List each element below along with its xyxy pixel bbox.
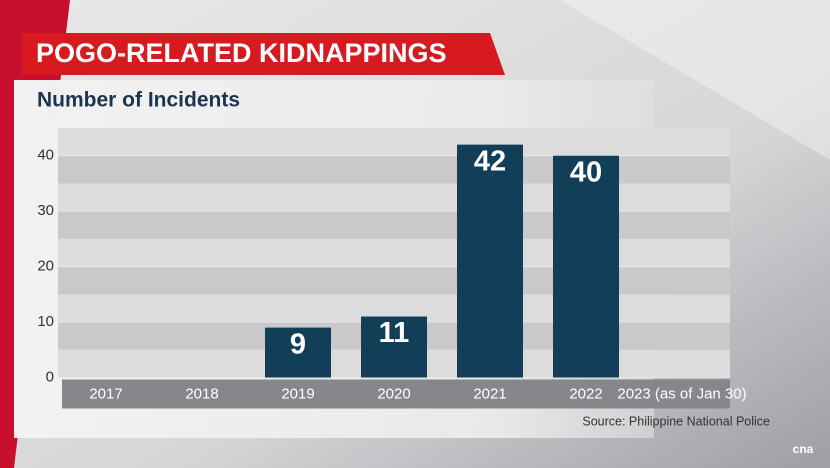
- bar: [553, 155, 619, 378]
- stripe: [58, 211, 730, 239]
- stripe: [58, 155, 730, 184]
- logo: cna: [793, 442, 814, 456]
- y-tick-label: 20: [37, 258, 54, 275]
- light-streak: [560, 0, 830, 160]
- data-label: 9: [290, 328, 306, 360]
- x-tick-label: 2019: [281, 385, 314, 402]
- y-tick-label: 0: [46, 368, 54, 385]
- bar: [457, 144, 523, 378]
- bar: [265, 327, 331, 378]
- chart-subtitle: Number of Incidents: [37, 89, 240, 112]
- data-label: 11: [379, 317, 410, 349]
- y-tick-label: 30: [37, 202, 54, 219]
- stripe: [58, 183, 730, 212]
- stripe: [58, 128, 730, 156]
- data-label: 40: [570, 156, 602, 188]
- x-tick-label: 2018: [185, 385, 218, 402]
- x-tick-label: 2021: [473, 385, 506, 402]
- chart-title: POGO-RELATED KIDNAPPINGS: [36, 38, 447, 68]
- bar: [361, 316, 427, 378]
- x-tick-label: 2017: [89, 385, 122, 402]
- title-banner: [22, 33, 505, 75]
- source: Source: Philippine National Police: [582, 414, 770, 428]
- stripe: [58, 238, 730, 267]
- x-tick-label: 2020: [377, 385, 410, 402]
- y-tick-label: 40: [37, 147, 54, 164]
- plot: 0 10 20 30 40 2017 2018 2019 9 2020 11 2021 42 2022 40…: [37, 128, 747, 409]
- x-tick-label: 2023 (as of Jan 30): [617, 385, 746, 402]
- data-label: 42: [474, 145, 506, 177]
- x-tick-label: 2022: [569, 385, 602, 402]
- x-axis-band: [62, 379, 730, 409]
- y-tick-label: 10: [37, 313, 54, 330]
- stripe: [58, 266, 730, 295]
